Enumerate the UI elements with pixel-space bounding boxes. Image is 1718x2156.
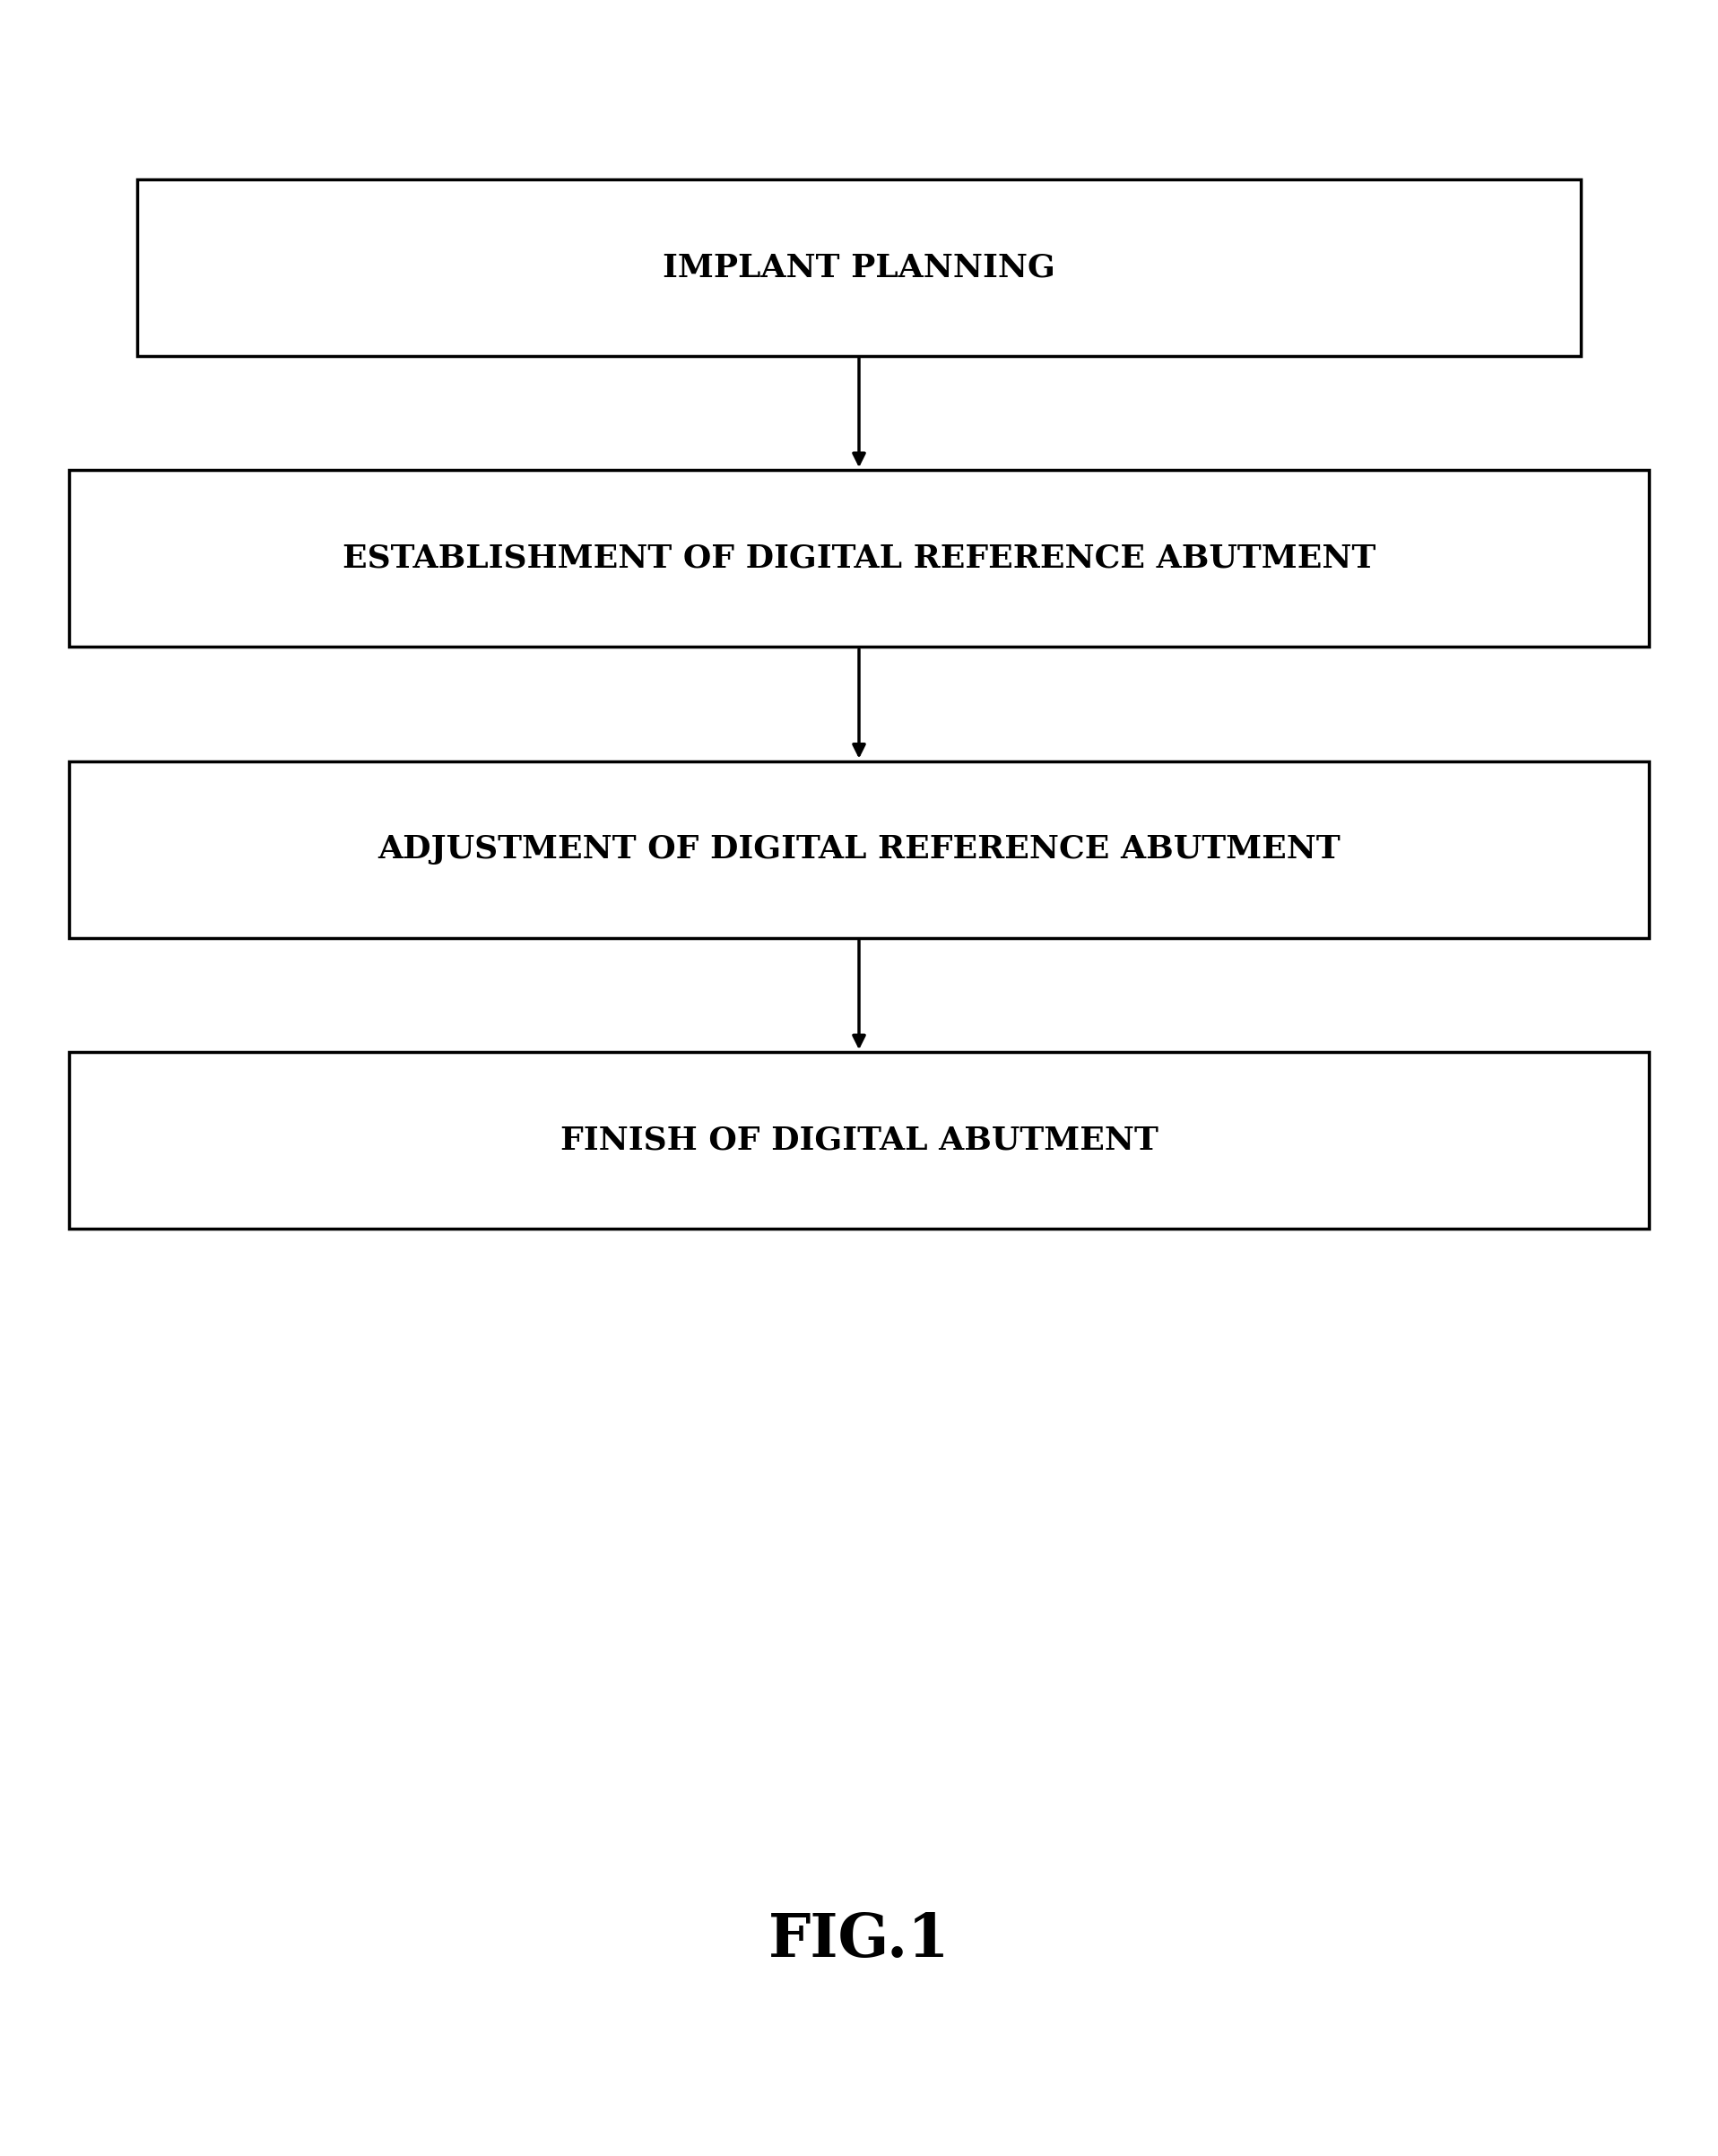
FancyBboxPatch shape — [69, 761, 1649, 938]
FancyBboxPatch shape — [69, 1052, 1649, 1229]
FancyBboxPatch shape — [137, 179, 1581, 356]
Text: FIG.1: FIG.1 — [768, 1910, 950, 1971]
Text: IMPLANT PLANNING: IMPLANT PLANNING — [663, 252, 1055, 282]
Text: ESTABLISHMENT OF DIGITAL REFERENCE ABUTMENT: ESTABLISHMENT OF DIGITAL REFERENCE ABUTM… — [342, 543, 1376, 573]
FancyBboxPatch shape — [69, 470, 1649, 647]
Text: FINISH OF DIGITAL ABUTMENT: FINISH OF DIGITAL ABUTMENT — [560, 1125, 1158, 1156]
Text: ADJUSTMENT OF DIGITAL REFERENCE ABUTMENT: ADJUSTMENT OF DIGITAL REFERENCE ABUTMENT — [378, 834, 1340, 865]
